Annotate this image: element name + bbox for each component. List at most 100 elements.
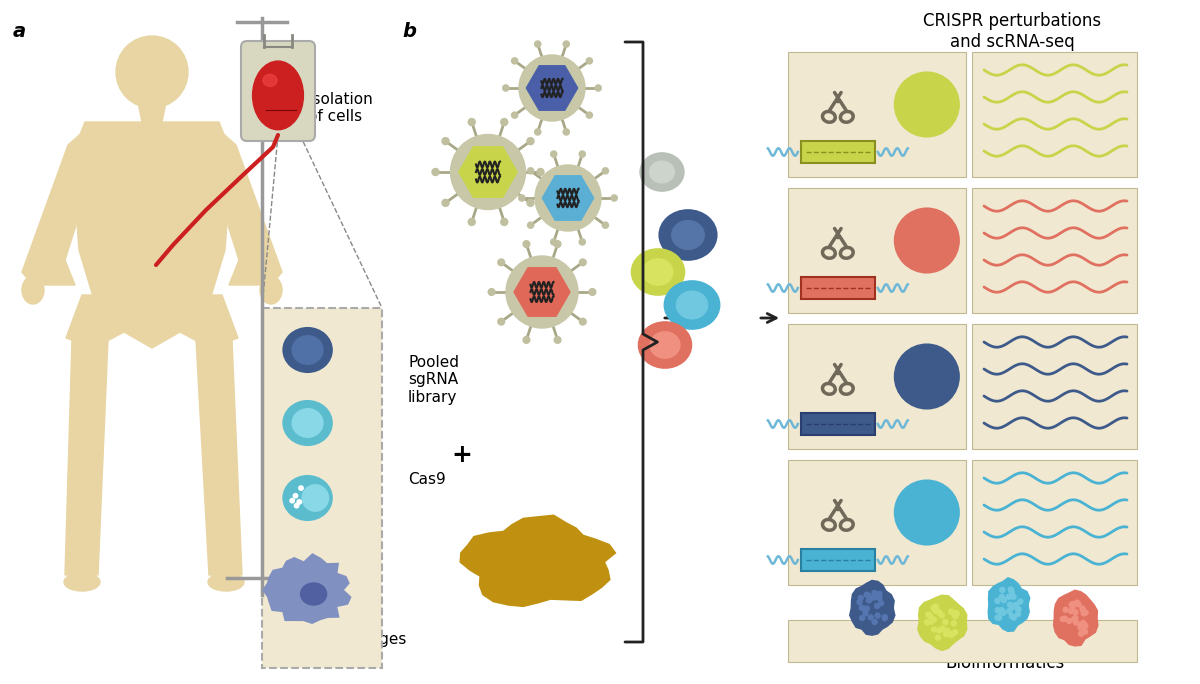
Circle shape [928,614,934,619]
Circle shape [878,601,883,606]
Circle shape [934,607,938,611]
Circle shape [580,151,586,157]
Circle shape [1080,608,1086,613]
Circle shape [442,137,449,144]
Polygon shape [263,554,350,623]
Circle shape [1081,622,1087,627]
Circle shape [1062,616,1067,621]
Circle shape [1074,620,1079,625]
Circle shape [580,318,586,325]
FancyBboxPatch shape [788,188,966,313]
Circle shape [908,358,946,395]
Text: Isolation
of cells: Isolation of cells [308,92,373,124]
FancyBboxPatch shape [788,460,966,585]
Text: Pooled
sgRNA
library: Pooled sgRNA library [408,355,458,405]
Circle shape [995,615,1000,620]
FancyBboxPatch shape [241,41,314,141]
Circle shape [442,199,449,207]
Circle shape [864,606,869,611]
Ellipse shape [64,573,100,591]
Polygon shape [461,515,616,606]
FancyBboxPatch shape [972,460,1138,585]
Ellipse shape [643,259,673,285]
Ellipse shape [252,61,304,130]
Circle shape [882,615,887,620]
Circle shape [551,151,557,157]
Circle shape [611,195,617,201]
Circle shape [872,594,877,600]
Text: NK cells: NK cells [317,534,378,549]
Circle shape [952,611,956,616]
Circle shape [1078,625,1084,630]
Circle shape [908,494,946,531]
Circle shape [1078,622,1082,627]
Polygon shape [542,176,594,220]
Circle shape [554,241,560,248]
Circle shape [872,620,877,624]
Circle shape [875,603,880,609]
Circle shape [116,36,188,108]
Circle shape [511,57,517,64]
Circle shape [587,112,593,118]
Circle shape [866,598,871,603]
Circle shape [931,605,936,611]
Circle shape [1069,602,1074,607]
Circle shape [995,607,1000,613]
Circle shape [931,627,936,632]
Circle shape [580,259,586,266]
Ellipse shape [638,322,691,368]
Circle shape [587,57,593,64]
Circle shape [929,619,934,624]
Circle shape [1082,624,1088,629]
Circle shape [954,611,959,616]
Circle shape [926,612,931,617]
Ellipse shape [665,281,720,329]
Circle shape [1008,587,1013,592]
Circle shape [859,605,864,610]
Circle shape [468,218,475,226]
Ellipse shape [283,401,331,445]
Circle shape [997,609,1003,614]
FancyBboxPatch shape [972,324,1138,449]
Polygon shape [458,147,517,197]
Circle shape [1000,607,1004,613]
Circle shape [1079,631,1084,636]
Circle shape [997,615,1002,620]
Circle shape [877,596,882,601]
Circle shape [1075,600,1080,605]
Ellipse shape [22,276,44,304]
Circle shape [498,318,504,325]
Circle shape [1001,610,1006,616]
Text: CRISPR perturbations
and scRNA-seq: CRISPR perturbations and scRNA-seq [923,12,1102,51]
Circle shape [1007,594,1012,599]
Circle shape [1076,602,1081,607]
Circle shape [1080,606,1085,611]
Circle shape [908,222,946,259]
Ellipse shape [208,573,244,591]
Circle shape [518,195,524,201]
Ellipse shape [283,328,331,372]
Polygon shape [196,340,242,575]
Circle shape [877,592,882,596]
Circle shape [1070,601,1076,607]
Polygon shape [138,102,166,122]
Text: +: + [451,443,473,467]
Circle shape [1009,594,1014,598]
Circle shape [1081,626,1086,631]
Circle shape [580,239,586,245]
Polygon shape [22,130,100,285]
Circle shape [937,628,942,633]
Circle shape [498,259,504,266]
Text: T cells: T cells [317,386,366,401]
Circle shape [1070,605,1075,609]
Circle shape [500,118,508,126]
Circle shape [488,289,494,295]
Circle shape [952,621,956,626]
Circle shape [1072,617,1076,622]
Circle shape [859,616,865,620]
Circle shape [871,595,876,600]
Circle shape [895,73,959,137]
Circle shape [924,620,930,625]
FancyBboxPatch shape [788,52,966,177]
Circle shape [862,606,866,611]
